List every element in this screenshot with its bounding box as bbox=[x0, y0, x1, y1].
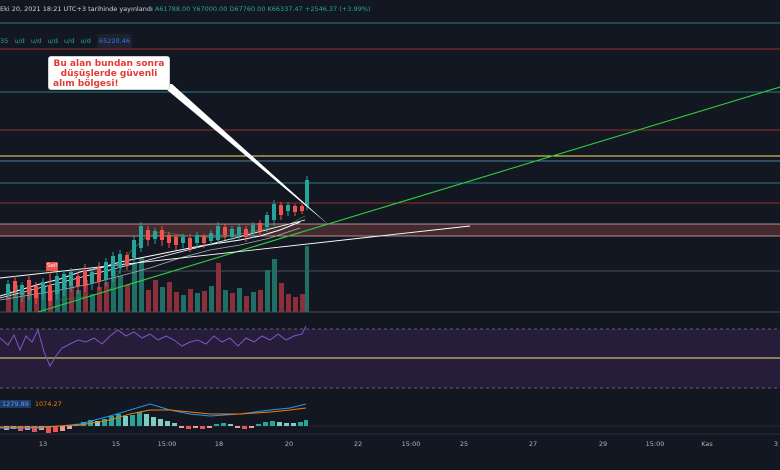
time-label: 15:00 bbox=[646, 440, 665, 448]
indicator-value: u/d bbox=[80, 37, 91, 45]
indicator-value: u/d bbox=[30, 37, 42, 45]
indicator-value: 35 bbox=[0, 37, 9, 45]
time-label: 13 bbox=[39, 440, 47, 448]
chart-header: Eki 20, 2021 18:21 UTC+3 tarihinde yayın… bbox=[0, 2, 370, 16]
white-trendline bbox=[0, 225, 471, 279]
callout-line: düşüşlerde güvenli bbox=[60, 69, 158, 79]
time-label: 25 bbox=[460, 440, 468, 448]
sell-signal-label: Sell bbox=[46, 262, 58, 271]
annotation-callout[interactable]: Bu alan bundan sonra düşüşlerde güvenli … bbox=[48, 56, 170, 90]
time-label: 20 bbox=[285, 440, 293, 448]
indicator-value: u/d bbox=[47, 37, 58, 45]
time-label: 15:00 bbox=[402, 440, 421, 448]
indicator-price-box: 65220.46 bbox=[96, 34, 132, 48]
time-label: 15 bbox=[112, 440, 120, 448]
callout-line: Bu alan bundan sonra bbox=[53, 59, 165, 69]
time-label: 22 bbox=[354, 440, 362, 448]
support-zone bbox=[0, 224, 780, 236]
macd-value: 1279.89 bbox=[0, 400, 31, 408]
time-label: 29 bbox=[599, 440, 607, 448]
volume-bars bbox=[6, 246, 309, 312]
indicator-value: u/d bbox=[14, 37, 25, 45]
time-label: 18 bbox=[215, 440, 223, 448]
macd-histogram bbox=[4, 412, 308, 433]
publish-date: Eki 20, 2021 18:21 UTC+3 tarihinde yayın… bbox=[0, 5, 153, 13]
macd-legend: 1279.89 1074.27 bbox=[0, 397, 62, 411]
macd-signal-line bbox=[0, 407, 307, 428]
macd-signal-value: 1074.27 bbox=[34, 400, 62, 408]
candles bbox=[6, 176, 309, 306]
green-trendline bbox=[37, 86, 780, 313]
time-label: 27 bbox=[529, 440, 537, 448]
indicator-value: u/d bbox=[63, 37, 75, 45]
callout-pointer bbox=[160, 84, 330, 226]
rsi-band bbox=[0, 329, 780, 388]
time-label: 3 bbox=[774, 440, 778, 448]
time-label: 15:00 bbox=[158, 440, 177, 448]
rsi-line bbox=[0, 325, 307, 368]
indicator-row: 35 u/d u/d u/d u/d u/d 65220.46 bbox=[0, 34, 132, 48]
callout-line: alım bölgesi! bbox=[53, 79, 119, 89]
time-label: Kas bbox=[701, 440, 713, 448]
ohlc-values: A61788.00 Y67000.00 D67760.00 K66337.47 … bbox=[154, 5, 371, 13]
